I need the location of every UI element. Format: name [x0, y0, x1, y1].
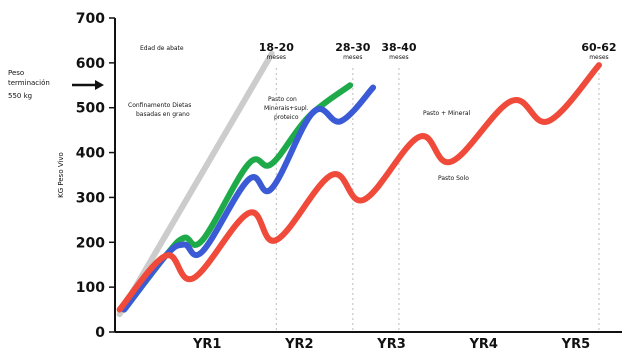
- age-marker-label: 18-20: [259, 41, 295, 54]
- y-tick-label: 700: [76, 11, 105, 27]
- age-marker-label: 60-62: [581, 41, 616, 54]
- age-marker-unit: meses: [389, 54, 408, 61]
- age-marker-unit: meses: [589, 54, 608, 61]
- y-axis-title: KG Peso Vivo: [57, 152, 65, 198]
- y-tick-label: 600: [76, 56, 105, 72]
- series-pasto-solo-line: [116, 62, 602, 313]
- y-tick-label: 0: [95, 325, 105, 341]
- pasto-con-label-3: proteico: [274, 114, 299, 121]
- x-tick-label: YR4: [468, 337, 497, 352]
- peso-terminacion-annotation: Peso terminación 550 kg: [8, 69, 104, 100]
- series-grain-line: [116, 50, 275, 318]
- grain-label-2: basadas en grano: [136, 111, 190, 118]
- y-tick-label: 100: [76, 280, 105, 296]
- x-tick-label: YR2: [284, 337, 313, 352]
- age-marker-label: 28-30: [335, 41, 371, 54]
- edad-abate-label: Edad de abate: [140, 45, 184, 52]
- pasto-solo-label: Pasto Solo: [438, 175, 469, 182]
- x-tick-label: YR3: [376, 337, 405, 352]
- age-marker-unit: meses: [267, 54, 286, 61]
- series-blue-line: [121, 84, 377, 313]
- y-tick-label: 500: [76, 101, 105, 117]
- peso-arrow-head: [95, 80, 104, 90]
- x-tick-label: YR5: [561, 337, 590, 352]
- y-tick-label: 300: [76, 190, 105, 206]
- pasto-con-label-2: Minerais+supl.: [264, 105, 309, 112]
- age-marker-label: 38-40: [381, 41, 417, 54]
- grain-label-1: Confinamento Dietas: [128, 102, 191, 109]
- peso-label-1: Peso: [8, 69, 24, 77]
- peso-label-3: 550 kg: [8, 92, 32, 100]
- pasto-mineral-label: Pasto + Mineral: [423, 110, 470, 117]
- peso-label-2: terminación: [8, 79, 50, 87]
- y-tick-label: 400: [76, 146, 105, 162]
- y-tick-label: 200: [76, 235, 105, 251]
- age-marker-unit: meses: [343, 54, 362, 61]
- pasto-con-label-1: Pasto con: [268, 96, 297, 103]
- x-tick-label: YR1: [192, 337, 221, 352]
